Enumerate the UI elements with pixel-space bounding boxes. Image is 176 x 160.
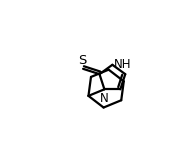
Text: N: N xyxy=(99,92,108,105)
Text: S: S xyxy=(78,54,86,67)
Text: NH: NH xyxy=(114,58,132,71)
